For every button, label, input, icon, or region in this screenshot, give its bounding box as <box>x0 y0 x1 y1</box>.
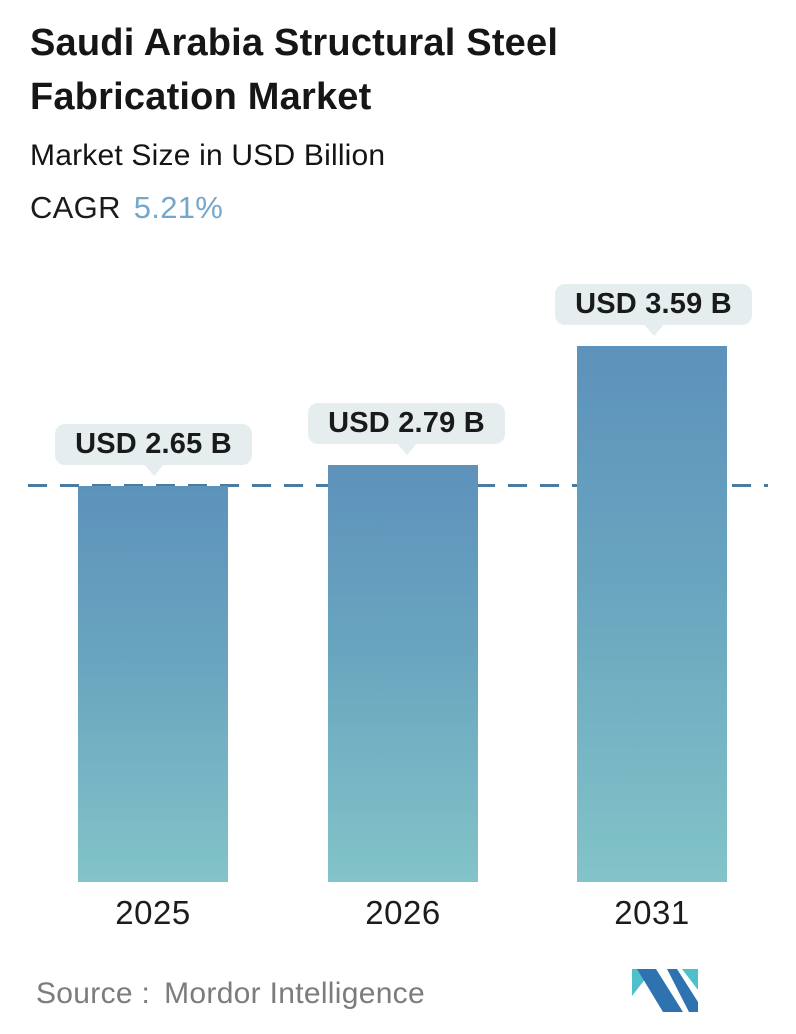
x-axis-label-2026: 2026 <box>365 894 441 931</box>
value-label-2031: USD 3.59 B <box>555 284 752 325</box>
bar-2026 <box>328 465 478 882</box>
chart-subtitle: Market Size in USD Billion <box>30 139 386 172</box>
cagr-line: CAGR 5.21% <box>30 190 223 226</box>
source-credit: Source : Mordor Intelligence <box>36 977 425 1011</box>
bar-2025 <box>78 486 228 882</box>
value-label-2025: USD 2.65 B <box>55 424 252 465</box>
x-axis-label-2025: 2025 <box>115 894 191 931</box>
source-value: Mordor Intelligence <box>164 977 425 1010</box>
x-axis-label-2031: 2031 <box>614 894 690 931</box>
value-label-2026: USD 2.79 B <box>308 403 505 444</box>
source-label: Source : <box>36 977 151 1010</box>
mordor-intelligence-logo <box>632 969 698 1012</box>
value-label-text: USD 3.59 B <box>575 288 732 320</box>
value-label-text: USD 2.65 B <box>75 428 232 460</box>
chart-title: Saudi Arabia Structural Steel Fabricatio… <box>30 22 559 118</box>
cagr-label: CAGR <box>30 190 121 225</box>
bar-2031 <box>577 346 727 882</box>
value-label-text: USD 2.79 B <box>328 407 485 439</box>
cagr-value: 5.21% <box>133 190 224 225</box>
